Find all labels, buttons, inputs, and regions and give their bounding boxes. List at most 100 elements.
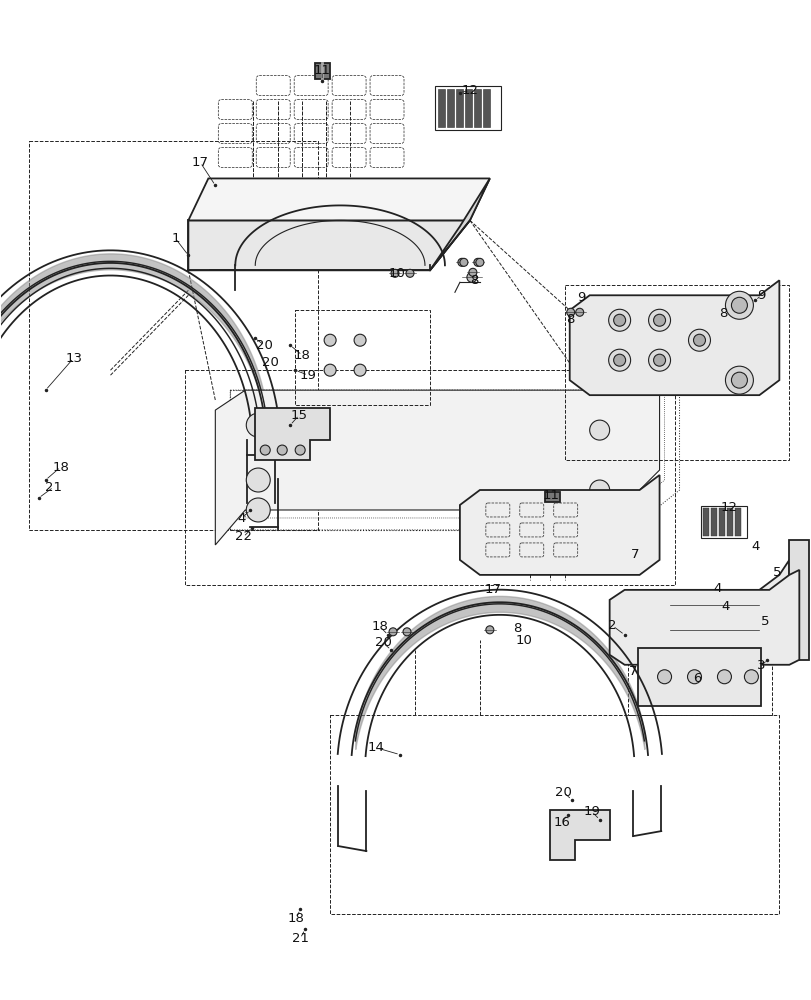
Circle shape xyxy=(475,258,483,266)
Circle shape xyxy=(566,308,574,316)
Text: 8: 8 xyxy=(513,622,521,635)
Bar xyxy=(465,89,471,127)
Circle shape xyxy=(246,498,270,522)
Circle shape xyxy=(402,628,410,636)
Text: 5: 5 xyxy=(772,566,781,579)
Text: 13: 13 xyxy=(65,352,82,365)
Text: 12: 12 xyxy=(720,501,737,514)
Text: 22: 22 xyxy=(234,530,251,543)
Circle shape xyxy=(324,334,336,346)
Polygon shape xyxy=(188,178,489,220)
Circle shape xyxy=(406,269,414,277)
Bar xyxy=(735,508,740,536)
Text: 15: 15 xyxy=(290,409,307,422)
Text: 11: 11 xyxy=(313,64,330,77)
Text: 8: 8 xyxy=(469,274,478,287)
Circle shape xyxy=(693,334,705,346)
Circle shape xyxy=(575,308,583,316)
Circle shape xyxy=(648,349,670,371)
Circle shape xyxy=(246,413,270,437)
Text: 2: 2 xyxy=(607,619,616,632)
Circle shape xyxy=(474,258,481,266)
Circle shape xyxy=(608,349,630,371)
Polygon shape xyxy=(544,492,559,502)
Circle shape xyxy=(687,670,701,684)
Text: 12: 12 xyxy=(461,84,478,97)
Circle shape xyxy=(731,297,746,313)
Bar xyxy=(483,89,489,127)
Circle shape xyxy=(459,258,467,266)
Text: 18: 18 xyxy=(287,912,304,925)
Polygon shape xyxy=(430,178,489,270)
Bar xyxy=(435,86,500,130)
Text: 11: 11 xyxy=(542,489,559,502)
Text: 19: 19 xyxy=(582,805,599,818)
Text: 18: 18 xyxy=(294,349,311,362)
Text: 10: 10 xyxy=(388,267,405,280)
Text: 20: 20 xyxy=(261,356,278,369)
Circle shape xyxy=(246,468,270,492)
Text: 4: 4 xyxy=(720,600,729,613)
Bar xyxy=(28,140,318,530)
Text: 3: 3 xyxy=(756,659,765,672)
Circle shape xyxy=(354,334,366,346)
Circle shape xyxy=(388,628,397,636)
Bar xyxy=(455,89,462,127)
Circle shape xyxy=(653,354,665,366)
Polygon shape xyxy=(654,560,788,650)
Bar xyxy=(727,508,732,536)
Text: 17: 17 xyxy=(483,583,500,596)
Text: 20: 20 xyxy=(374,636,391,649)
Circle shape xyxy=(613,354,624,366)
Text: 19: 19 xyxy=(299,369,316,382)
Text: 17: 17 xyxy=(191,156,208,169)
Text: 7: 7 xyxy=(631,548,639,561)
Text: 9: 9 xyxy=(577,291,586,304)
Bar xyxy=(437,89,444,127)
Circle shape xyxy=(653,314,665,326)
Circle shape xyxy=(724,366,753,394)
Circle shape xyxy=(468,268,476,276)
Text: 8: 8 xyxy=(566,313,574,326)
Text: 4: 4 xyxy=(712,582,721,595)
Polygon shape xyxy=(188,220,470,270)
Polygon shape xyxy=(315,63,330,79)
Bar xyxy=(474,89,480,127)
Text: 10: 10 xyxy=(515,634,531,647)
Text: 7: 7 xyxy=(629,665,637,678)
Text: 16: 16 xyxy=(552,816,569,829)
Circle shape xyxy=(648,309,670,331)
Text: 21: 21 xyxy=(291,932,308,945)
Text: 9: 9 xyxy=(757,289,765,302)
Text: 14: 14 xyxy=(367,741,384,754)
Bar xyxy=(295,310,430,405)
Bar xyxy=(710,508,717,536)
Text: 1: 1 xyxy=(171,232,179,245)
Text: 8: 8 xyxy=(719,307,727,320)
Circle shape xyxy=(613,314,624,326)
Polygon shape xyxy=(637,648,761,706)
Circle shape xyxy=(744,670,757,684)
Bar xyxy=(702,508,709,536)
Circle shape xyxy=(466,272,476,282)
Circle shape xyxy=(260,445,270,455)
Bar xyxy=(719,508,724,536)
Polygon shape xyxy=(549,810,609,859)
Bar xyxy=(330,715,779,914)
Circle shape xyxy=(589,480,609,500)
Circle shape xyxy=(731,372,746,388)
Bar xyxy=(185,370,674,585)
Text: 21: 21 xyxy=(45,481,62,494)
Circle shape xyxy=(657,670,671,684)
Circle shape xyxy=(724,291,753,319)
Circle shape xyxy=(354,364,366,376)
Circle shape xyxy=(688,329,710,351)
Text: 20: 20 xyxy=(255,339,272,352)
Polygon shape xyxy=(788,540,809,660)
Text: 18: 18 xyxy=(52,461,69,474)
Text: 5: 5 xyxy=(760,615,769,628)
Text: 6: 6 xyxy=(693,672,701,685)
Polygon shape xyxy=(609,570,798,665)
Circle shape xyxy=(485,626,493,634)
Circle shape xyxy=(717,670,731,684)
